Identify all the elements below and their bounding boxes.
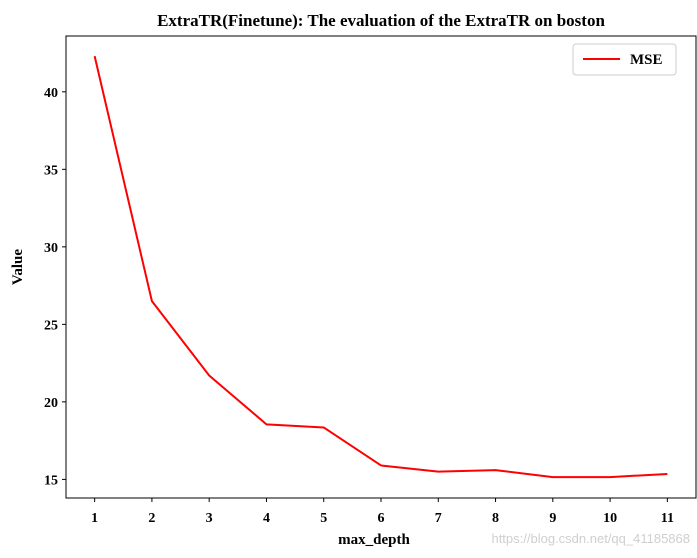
x-tick-label: 7 (435, 511, 442, 526)
x-tick-label: 1 (91, 511, 98, 526)
y-tick-label: 20 (44, 396, 58, 411)
x-tick-label: 10 (603, 511, 617, 526)
chart-title: ExtraTR(Finetune): The evaluation of the… (157, 11, 605, 30)
x-axis-label: max_depth (338, 532, 410, 548)
plot-area (65, 35, 697, 499)
y-axis: 15 20 25 30 35 40 (44, 86, 66, 488)
legend: MSE (572, 43, 677, 76)
watermark: https://blog.csdn.net/qq_41185868 (491, 531, 690, 546)
y-tick-label: 15 (44, 473, 58, 488)
y-tick-label: 30 (44, 241, 58, 256)
x-tick-label: 9 (549, 511, 556, 526)
legend-box (572, 43, 677, 76)
x-tick-label: 6 (378, 511, 385, 526)
series-line-mse (93, 55, 668, 479)
x-tick-label: 2 (148, 511, 155, 526)
x-tick-label: 3 (206, 511, 213, 526)
x-tick-label: 11 (661, 511, 674, 526)
y-tick-label: 35 (44, 163, 58, 178)
x-tick-label: 5 (320, 511, 327, 526)
x-axis: 1 2 3 4 5 6 7 8 9 10 11 (91, 498, 674, 526)
y-axis-label: Value (10, 249, 26, 285)
x-tick-label: 8 (492, 511, 499, 526)
legend-label-mse: MSE (630, 52, 663, 68)
x-tick-label: 4 (263, 511, 270, 526)
y-tick-label: 40 (44, 86, 58, 101)
y-tick-label: 25 (44, 318, 58, 333)
